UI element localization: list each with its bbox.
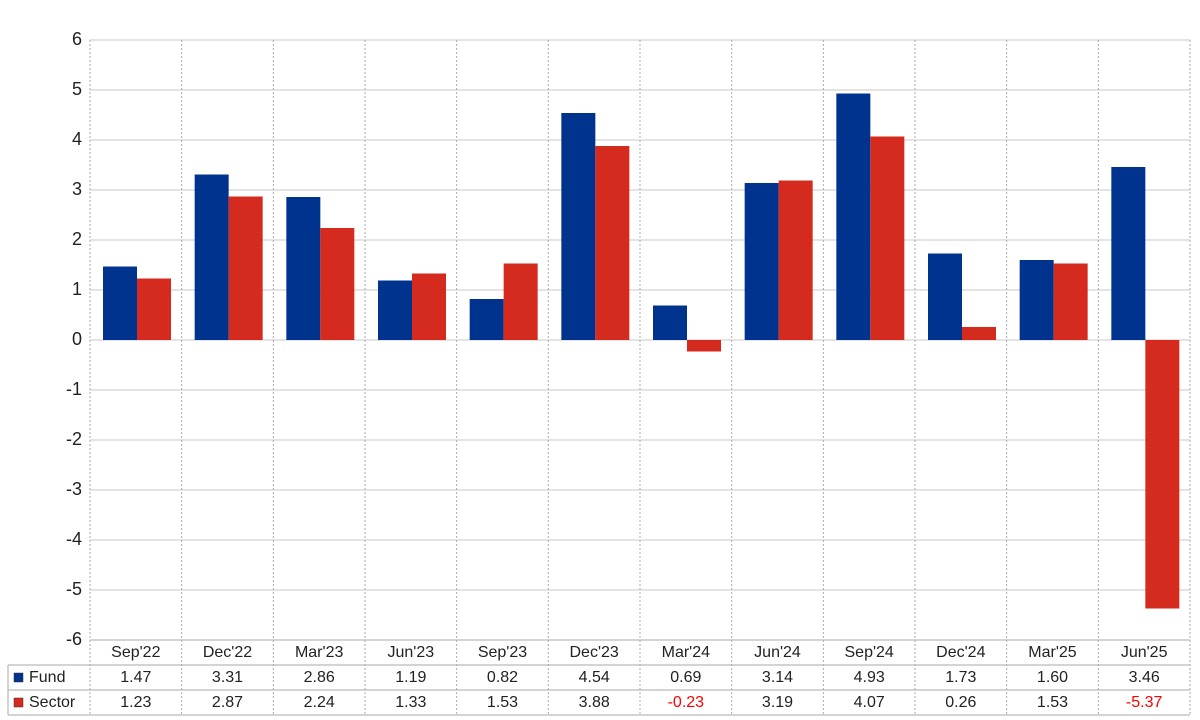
table-value: 1.73 <box>945 669 976 686</box>
table-value: 1.47 <box>120 669 151 686</box>
bar <box>137 278 171 340</box>
category-label: Jun'24 <box>754 644 801 661</box>
table-value: 1.33 <box>395 694 426 711</box>
bar <box>962 327 996 340</box>
category-label: Jun'23 <box>388 644 435 661</box>
bar <box>595 146 630 340</box>
legend-label: Fund <box>29 669 65 686</box>
table-value: 1.53 <box>487 694 518 711</box>
table-value: 3.46 <box>1129 669 1160 686</box>
table-value: 1.53 <box>1037 694 1068 711</box>
category-label: Sep'23 <box>478 644 527 661</box>
category-label: Mar'23 <box>295 644 344 661</box>
category-label: Dec'23 <box>570 644 619 661</box>
category-label: Mar'24 <box>662 644 711 661</box>
bar <box>194 174 229 340</box>
bar <box>836 93 871 340</box>
table-value: 4.54 <box>579 669 610 686</box>
bar <box>469 299 504 340</box>
table-value: 2.86 <box>304 669 335 686</box>
bar <box>653 305 687 340</box>
table-value: -0.23 <box>668 694 705 711</box>
table-value: 4.07 <box>854 694 885 711</box>
legend-swatch <box>13 672 24 683</box>
y-tick-label: 4 <box>72 129 82 149</box>
bar <box>561 113 596 340</box>
bar <box>412 273 446 340</box>
y-tick-label: -4 <box>66 529 82 549</box>
table-value: 3.31 <box>212 669 243 686</box>
bar <box>320 228 355 340</box>
bar <box>744 183 779 340</box>
y-tick-label: -2 <box>66 429 82 449</box>
y-tick-label: -1 <box>66 379 82 399</box>
table-value: 4.93 <box>854 669 885 686</box>
category-label: Sep'24 <box>845 644 894 661</box>
table-value: 2.24 <box>304 694 335 711</box>
bar <box>228 196 263 340</box>
y-tick-label: -3 <box>66 479 82 499</box>
y-tick-label: -5 <box>66 579 82 599</box>
bar <box>103 266 137 340</box>
category-label: Dec'24 <box>936 644 985 661</box>
bar <box>1111 167 1146 340</box>
category-label: Sep'22 <box>111 644 160 661</box>
table-value: 1.60 <box>1037 669 1068 686</box>
legend-label: Sector <box>29 694 76 711</box>
table-value: 2.87 <box>212 694 243 711</box>
y-tick-label: 5 <box>72 79 82 99</box>
table-value: 3.19 <box>762 694 793 711</box>
category-label: Jun'25 <box>1121 644 1168 661</box>
bar <box>1019 260 1054 340</box>
y-tick-label: -6 <box>66 629 82 649</box>
y-tick-label: 6 <box>72 29 82 49</box>
category-label: Dec'22 <box>203 644 252 661</box>
table-value: 0.69 <box>670 669 701 686</box>
legend-swatch <box>13 697 24 708</box>
category-label: Mar'25 <box>1028 644 1077 661</box>
bar <box>503 263 538 340</box>
bar <box>1053 263 1088 340</box>
bar <box>778 180 813 340</box>
table-value: 3.14 <box>762 669 793 686</box>
table-value: 3.88 <box>579 694 610 711</box>
table-value: 1.19 <box>395 669 426 686</box>
y-tick-label: 1 <box>72 279 82 299</box>
bar <box>870 136 905 340</box>
table-value: 0.26 <box>945 694 976 711</box>
bar <box>1145 340 1180 609</box>
bar <box>378 280 412 340</box>
bar <box>687 340 721 352</box>
table-value: -5.37 <box>1126 694 1163 711</box>
y-tick-label: 3 <box>72 179 82 199</box>
bar <box>928 253 962 340</box>
bar <box>286 197 321 340</box>
table-value: 0.82 <box>487 669 518 686</box>
y-tick-label: 2 <box>72 229 82 249</box>
table-value: 1.23 <box>120 694 151 711</box>
y-tick-label: 0 <box>72 329 82 349</box>
